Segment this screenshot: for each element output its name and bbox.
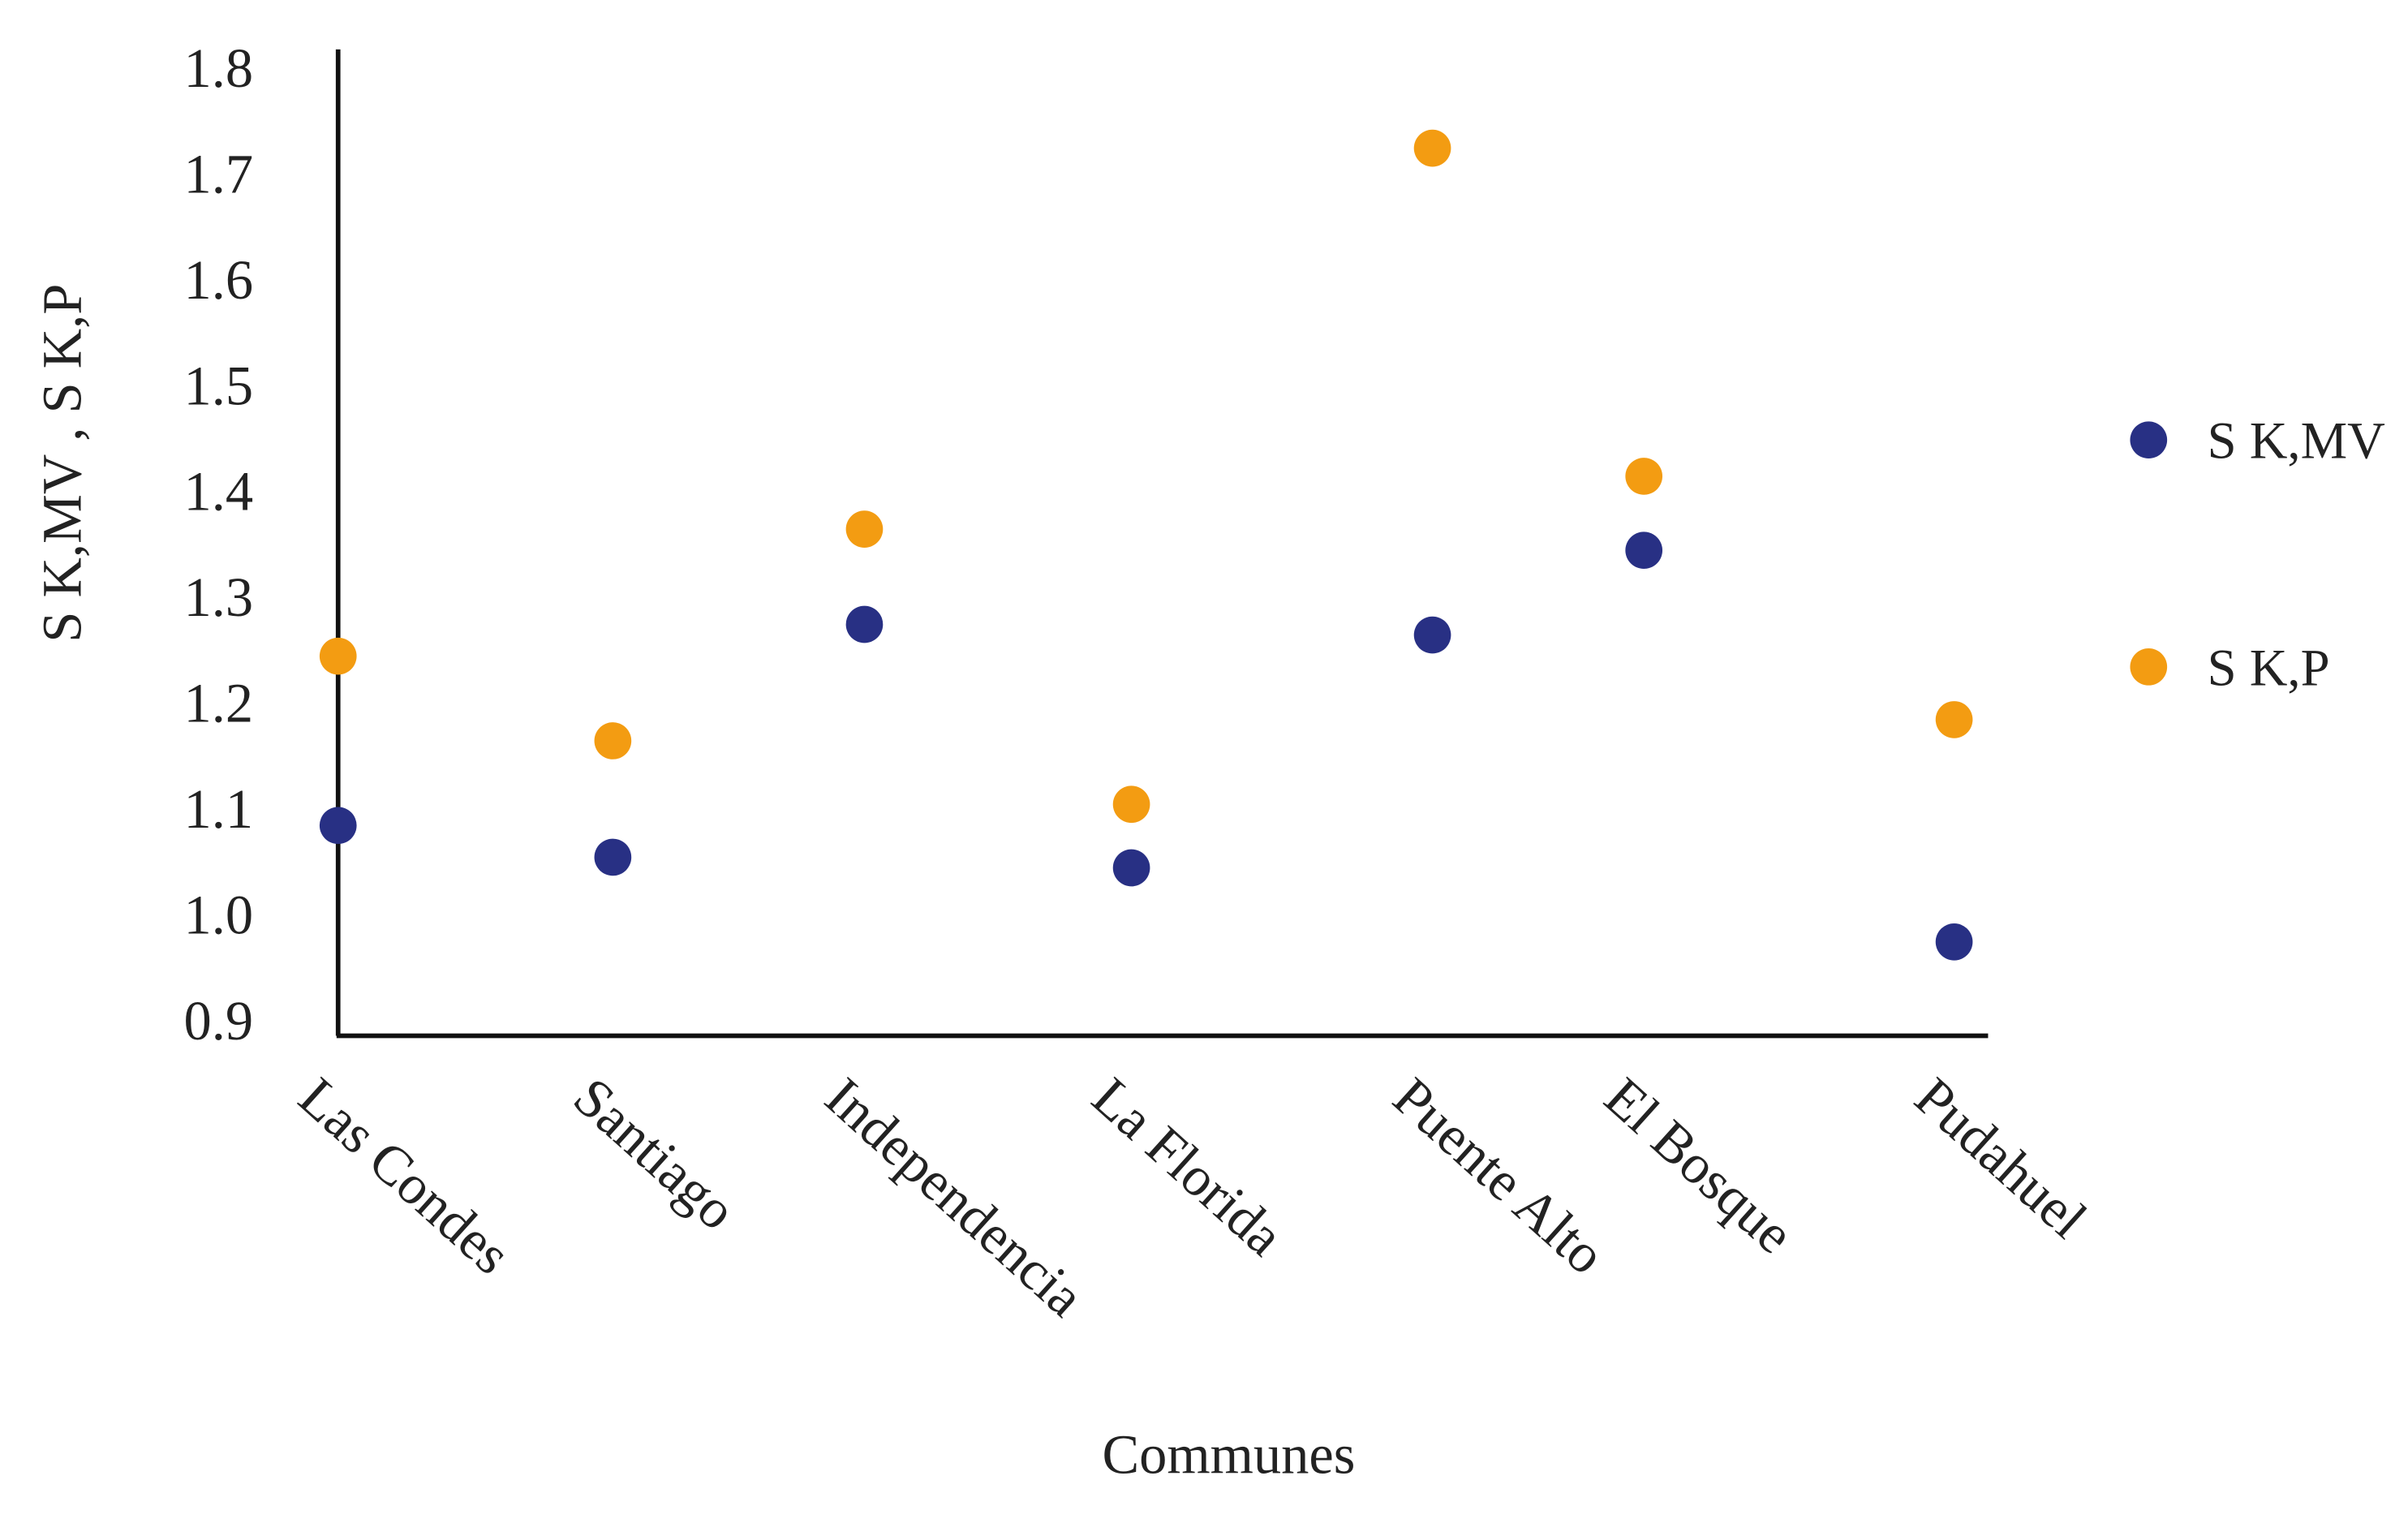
y-tick-label: 0.9 [184,990,254,1052]
legend-label: S K,MV [2208,411,2385,470]
legend-marker [2130,648,2168,686]
data-point [1625,458,1663,495]
legend-marker [2130,421,2168,459]
y-tick-label: 1.2 [184,673,254,734]
data-point [319,637,357,675]
data-point [1413,616,1451,654]
data-point [845,605,884,643]
legend-label: S K,P [2208,638,2330,696]
data-point [319,807,357,845]
data-point [594,722,632,760]
data-point [594,838,632,876]
data-point [1112,849,1150,887]
y-tick-label: 1.8 [184,37,254,99]
x-axis-title: Communes [1102,1423,1355,1485]
y-tick-label: 1.7 [184,143,254,204]
y-tick-label: 1.3 [184,566,254,628]
data-point [1413,129,1451,167]
data-point [1935,701,1973,738]
data-point [1112,785,1150,824]
data-point [845,510,884,548]
y-tick-label: 1.4 [184,461,254,523]
data-point [1625,531,1663,570]
y-axis-title: S K,MV , S K,P [32,284,93,643]
y-tick-label: 1.6 [184,249,254,311]
y-tick-label: 1.1 [184,778,254,840]
y-tick-label: 1.5 [184,355,254,416]
data-point [1935,923,1973,961]
y-tick-label: 1.0 [184,884,254,945]
